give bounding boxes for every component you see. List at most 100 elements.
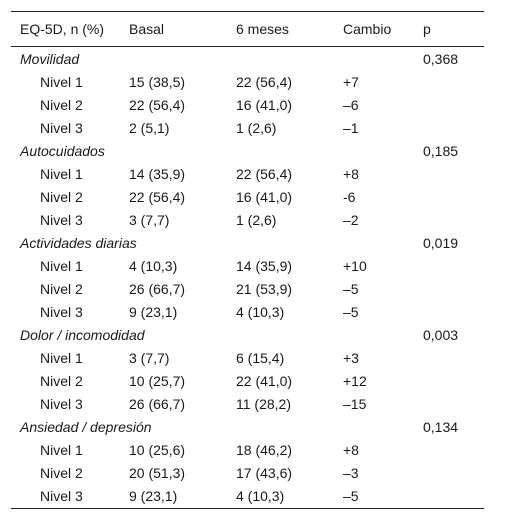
table-row: Nivel 2 22 (56,4) 16 (41,0) -6 (11, 185, 484, 208)
cambio-cell: +3 (343, 349, 359, 366)
cambio-cell: –3 (343, 464, 359, 481)
empty-p-cell (423, 484, 484, 509)
table-row: Nivel 2 10 (25,7) 22 (41,0) +12 (11, 369, 484, 392)
table-body: Movilidad 0,368 Nivel 1 15 (38,5) 22 (56,4) +… (11, 47, 484, 509)
basal-cell: 14 (35,9) (129, 165, 186, 182)
section-p-value: 0,185 (423, 142, 459, 159)
section-row: Movilidad 0,368 (11, 47, 484, 71)
empty-p-cell (423, 208, 484, 231)
section-label: Ansiedad / depresión (20, 418, 152, 435)
cambio-cell: –5 (343, 484, 423, 509)
meses-cell: 11 (28,2) (236, 395, 291, 412)
cambio-cell: +8 (343, 165, 359, 182)
header-eq5d: EQ-5D, n (%) (11, 11, 129, 47)
nivel-cell: Nivel 1 (40, 441, 83, 458)
header-6-meses: 6 meses (236, 11, 343, 47)
header-p: p (423, 11, 484, 47)
basal-cell: 4 (10,3) (129, 257, 178, 274)
cambio-cell: +10 (343, 257, 367, 274)
empty-p-cell (423, 438, 484, 461)
table-row: Nivel 1 15 (38,5) 22 (56,4) +7 (11, 70, 484, 93)
meses-cell: 1 (2,6) (236, 211, 277, 228)
section-p-value: 0,003 (423, 326, 459, 343)
basal-cell: 3 (7,7) (129, 349, 170, 366)
basal-cell: 9 (23,1) (129, 484, 236, 509)
section-label: Autocuidados (20, 142, 105, 159)
cambio-cell: +8 (343, 441, 359, 458)
nivel-cell: Nivel 3 (40, 303, 83, 320)
nivel-cell: Nivel 2 (40, 188, 83, 205)
nivel-cell: Nivel 3 (40, 119, 83, 136)
table-row: Nivel 2 20 (51,3) 17 (43,6) –3 (11, 461, 484, 484)
meses-cell: 14 (35,9) (236, 257, 293, 274)
meses-cell: 22 (41,0) (236, 372, 293, 389)
cambio-cell: –2 (343, 211, 359, 228)
header-cambio: Cambio (343, 11, 423, 47)
cambio-cell: +7 (343, 73, 359, 90)
empty-p-cell (423, 461, 484, 484)
section-p-value: 0,019 (423, 234, 459, 251)
meses-cell: 4 (10,3) (236, 484, 343, 509)
meses-cell: 17 (43,6) (236, 464, 293, 481)
cambio-cell: -6 (343, 188, 356, 205)
section-row: Dolor / incomodidad 0,003 (11, 323, 484, 346)
section-label: Movilidad (20, 50, 80, 67)
empty-p-cell (423, 254, 484, 277)
basal-cell: 26 (66,7) (129, 395, 186, 412)
basal-cell: 15 (38,5) (129, 73, 186, 90)
cambio-cell: –5 (343, 280, 359, 297)
cambio-cell: –1 (343, 119, 359, 136)
eq5d-table: EQ-5D, n (%) Basal 6 meses Cambio p Movi… (11, 11, 484, 509)
nivel-cell: Nivel 3 (40, 395, 83, 412)
cambio-cell: +12 (343, 372, 367, 389)
empty-p-cell (423, 70, 484, 93)
empty-p-cell (423, 392, 484, 415)
section-label: Actividades diarias (20, 234, 137, 251)
meses-cell: 16 (41,0) (236, 96, 293, 113)
basal-cell: 10 (25,7) (129, 372, 186, 389)
table-row: Nivel 1 10 (25,6) 18 (46,2) +8 (11, 438, 484, 461)
table-row: Nivel 1 4 (10,3) 14 (35,9) +10 (11, 254, 484, 277)
meses-cell: 18 (46,2) (236, 441, 293, 458)
empty-p-cell (423, 162, 484, 185)
basal-cell: 10 (25,6) (129, 441, 186, 458)
nivel-cell: Nivel 3 (11, 484, 129, 509)
nivel-cell: Nivel 1 (40, 349, 83, 366)
section-label: Dolor / incomodidad (20, 326, 145, 343)
section-row: Ansiedad / depresión 0,134 (11, 415, 484, 438)
basal-cell: 20 (51,3) (129, 464, 186, 481)
cambio-cell: –15 (343, 395, 367, 412)
meses-cell: 22 (56,4) (236, 73, 293, 90)
basal-cell: 22 (56,4) (129, 188, 186, 205)
empty-p-cell (423, 93, 484, 116)
basal-cell: 2 (5,1) (129, 119, 170, 136)
empty-p-cell (423, 346, 484, 369)
basal-cell: 3 (7,7) (129, 211, 170, 228)
empty-p-cell (423, 277, 484, 300)
empty-p-cell (423, 116, 484, 139)
meses-cell: 4 (10,3) (236, 303, 285, 320)
cambio-cell: –5 (343, 303, 359, 320)
nivel-cell: Nivel 1 (40, 257, 83, 274)
section-p-value: 0,134 (423, 418, 459, 435)
basal-cell: 26 (66,7) (129, 280, 186, 297)
cambio-cell: –6 (343, 96, 359, 113)
table-header-row: EQ-5D, n (%) Basal 6 meses Cambio p (11, 11, 484, 47)
nivel-cell: Nivel 2 (40, 464, 83, 481)
table-row: Nivel 2 26 (66,7) 21 (53,9) –5 (11, 277, 484, 300)
nivel-cell: Nivel 3 (40, 211, 83, 228)
meses-cell: 16 (41,0) (236, 188, 293, 205)
table-row: Nivel 3 3 (7,7) 1 (2,6) –2 (11, 208, 484, 231)
empty-p-cell (423, 185, 484, 208)
table-row: Nivel 3 2 (5,1) 1 (2,6) –1 (11, 116, 484, 139)
nivel-cell: Nivel 2 (40, 372, 83, 389)
empty-p-cell (423, 300, 484, 323)
empty-p-cell (423, 369, 484, 392)
header-basal: Basal (129, 11, 236, 47)
table-row: Nivel 2 22 (56,4) 16 (41,0) –6 (11, 93, 484, 116)
nivel-cell: Nivel 2 (40, 96, 83, 113)
nivel-cell: Nivel 1 (40, 73, 83, 90)
meses-cell: 6 (15,4) (236, 349, 285, 366)
